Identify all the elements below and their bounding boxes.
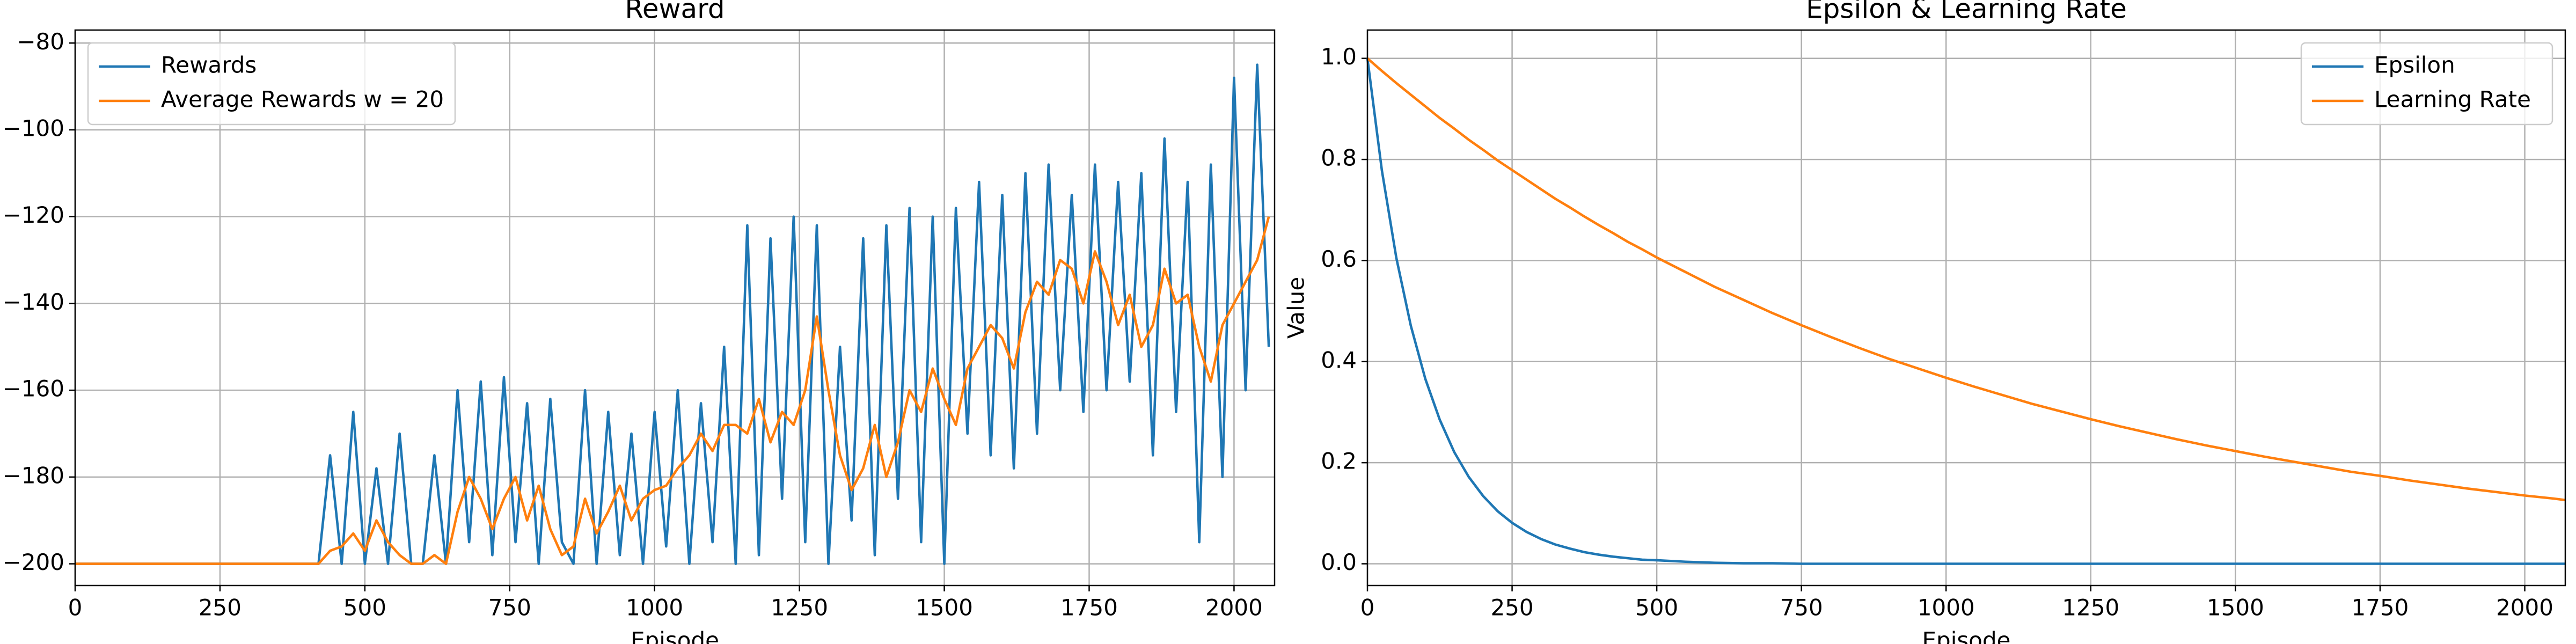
x-tick-label: 1250	[2062, 595, 2119, 621]
legend-box	[87, 42, 456, 126]
series-line	[1366, 58, 2565, 565]
y-tick-label: −120	[3, 202, 64, 228]
x-tick-label: 1000	[1918, 595, 1975, 621]
x-tick-label: 2000	[2496, 595, 2553, 621]
y-axis-label: Value	[1283, 277, 1309, 339]
y-tick-label: 1.0	[1321, 43, 1357, 70]
legend-label: Epsilon	[2374, 52, 2455, 78]
series-line	[1366, 57, 2566, 502]
chart-title: Epsilon & Learning Rate	[1806, 0, 2127, 25]
x-tick-label: 1750	[2352, 595, 2409, 621]
legend-label: Average Rewards w = 20	[161, 86, 444, 113]
x-tick-label: 1000	[626, 595, 683, 621]
x-axis-label: Episode	[631, 627, 719, 644]
x-tick-label: 2000	[1205, 595, 1263, 621]
y-tick-label: 0.4	[1321, 347, 1357, 373]
x-tick-label: 750	[488, 595, 531, 621]
y-tick-label: 0.8	[1321, 145, 1357, 171]
legend-box	[2300, 42, 2553, 126]
legend: Rewards Average Rewards w = 20	[87, 42, 456, 126]
x-tick-label: 250	[199, 595, 241, 621]
x-tick-label: 500	[1635, 595, 1678, 621]
legend-label: Learning Rate	[2374, 86, 2531, 113]
axes-frame	[74, 29, 1276, 587]
series-line	[75, 216, 1270, 565]
chart-title: Reward	[625, 0, 724, 25]
axes-frame	[1366, 29, 2566, 587]
y-tick-label: −100	[3, 115, 64, 141]
y-tick-label: 0.0	[1321, 549, 1357, 575]
x-tick-label: 1250	[771, 595, 828, 621]
x-tick-label: 0	[68, 595, 83, 621]
x-tick-label: 1500	[916, 595, 973, 621]
chart-panel: 0 250 500 750 1000 1250 1500 1750 2000 −200 −180 −1…	[3, 0, 1276, 644]
x-tick-label: 750	[1780, 595, 1823, 621]
x-axis-label: Episode	[1922, 627, 2011, 644]
y-tick-label: 0.2	[1321, 448, 1357, 474]
y-tick-label: −200	[3, 549, 64, 575]
x-tick-label: 500	[343, 595, 386, 621]
x-tick-label: 250	[1490, 595, 1533, 621]
y-tick-label: 0.6	[1321, 246, 1357, 272]
x-tick-label: 1500	[2207, 595, 2264, 621]
legend: Epsilon Learning Rate	[2300, 42, 2553, 126]
legend-label: Rewards	[161, 52, 257, 78]
y-tick-label: −140	[3, 289, 64, 315]
x-tick-label: 0	[1360, 595, 1375, 621]
y-tick-label: −160	[3, 376, 64, 402]
y-tick-label: −80	[17, 28, 64, 55]
y-tick-label: −180	[3, 462, 64, 488]
x-tick-label: 1750	[1060, 595, 1118, 621]
chart-panel: 0 250 500 750 1000 1250 1500 1750 2000 0.0 0.2 0.4 0…	[1283, 0, 2566, 644]
